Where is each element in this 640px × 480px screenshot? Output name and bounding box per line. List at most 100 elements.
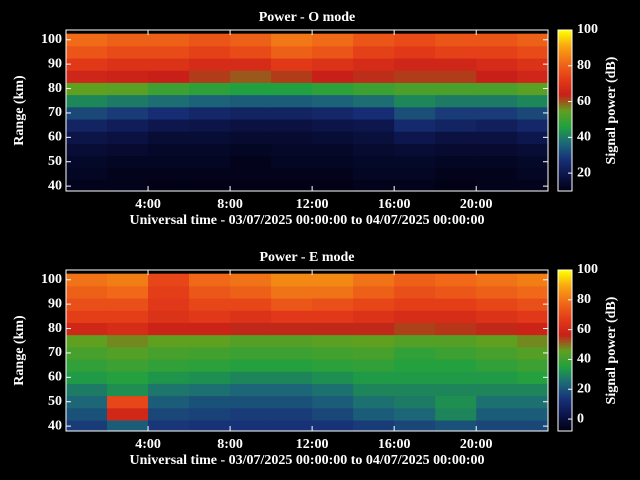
colorbar-swatch xyxy=(558,172,572,176)
heat-cell xyxy=(107,407,149,421)
heat-cell xyxy=(476,106,518,120)
heat-cell xyxy=(189,420,231,431)
heat-cell xyxy=(353,155,395,169)
colorbar-swatch xyxy=(558,186,572,190)
heat-cell xyxy=(476,167,518,181)
colorbar-swatch xyxy=(558,56,572,59)
heat-cell xyxy=(394,310,436,323)
heat-cell xyxy=(148,285,190,299)
colorbar-swatch xyxy=(558,176,572,180)
heat-cell xyxy=(435,106,477,120)
colorbar-swatch xyxy=(558,106,572,109)
colorbar-swatch xyxy=(558,270,572,273)
chart-title: Power - E mode xyxy=(260,250,355,265)
colorbar-swatch xyxy=(558,90,572,93)
heat-cell xyxy=(312,167,354,181)
heat-cell xyxy=(476,70,518,83)
heat-cell xyxy=(148,131,190,144)
heat-cell xyxy=(476,359,518,372)
heat-cell xyxy=(312,58,354,71)
colorbar-swatch xyxy=(558,72,572,75)
heat-cell xyxy=(312,180,354,191)
heat-cell xyxy=(271,131,313,144)
heat-cell xyxy=(394,33,436,47)
heat-cell xyxy=(353,346,395,360)
heat-cell xyxy=(394,45,436,59)
heat-cell xyxy=(353,310,395,323)
heat-cell xyxy=(189,310,231,323)
colorbar-swatch xyxy=(558,80,572,83)
colorbar-swatch xyxy=(558,50,572,53)
colorbar-swatch xyxy=(558,142,572,146)
heat-cell xyxy=(312,143,354,157)
colorbar-frame xyxy=(557,29,573,192)
heat-cell xyxy=(435,94,477,108)
heat-cell xyxy=(189,180,231,191)
heat-cell xyxy=(517,180,548,191)
colorbar-swatch xyxy=(558,398,572,402)
heat-cell xyxy=(66,298,108,311)
colorbar-swatch xyxy=(558,42,572,45)
heat-cell xyxy=(394,167,436,181)
colorbar-swatch xyxy=(558,178,572,182)
heat-cell xyxy=(435,155,477,169)
heat-cell xyxy=(394,94,436,108)
heat-cell xyxy=(312,94,354,108)
heat-cell xyxy=(107,285,149,299)
colorbar-swatch xyxy=(558,346,572,349)
heat-cell xyxy=(271,298,313,311)
colorbar-swatch xyxy=(558,116,572,120)
colorbar-swatch xyxy=(558,338,572,341)
colorbar-tick-label: 80 xyxy=(577,58,591,73)
heat-cell xyxy=(107,82,149,96)
heat-cell xyxy=(189,167,231,181)
colorbar-swatch xyxy=(558,184,572,188)
heat-cell xyxy=(230,82,272,96)
heat-cell xyxy=(189,273,231,287)
heat-cell xyxy=(435,383,477,397)
heat-cell xyxy=(66,334,108,348)
plot-frame xyxy=(65,269,549,432)
colorbar-swatch xyxy=(558,412,572,416)
colorbar-swatch xyxy=(558,60,572,63)
heat-cell xyxy=(107,33,149,47)
heat-cell xyxy=(353,285,395,299)
heat-cell xyxy=(66,106,108,120)
heat-cell xyxy=(66,420,108,431)
heat-cell xyxy=(476,131,518,144)
heat-cell xyxy=(107,167,149,181)
heat-cell xyxy=(312,383,354,397)
heat-cell xyxy=(435,346,477,360)
heat-cell xyxy=(189,298,231,311)
colorbar-swatch xyxy=(558,406,572,410)
heat-cell xyxy=(435,420,477,431)
heat-cell xyxy=(312,407,354,421)
heat-cell xyxy=(230,420,272,431)
heat-cell xyxy=(148,407,190,421)
colorbar-swatch xyxy=(558,52,572,55)
colorbar-swatch xyxy=(558,286,572,289)
colorbar-swatch xyxy=(558,328,572,331)
y-tick-label: 50 xyxy=(48,394,62,409)
colorbar-swatch xyxy=(558,298,572,301)
heat-cell xyxy=(435,58,477,71)
heat-cell xyxy=(189,346,231,360)
colorbar-swatch xyxy=(558,82,572,85)
colorbar-swatch xyxy=(558,108,572,111)
colorbar-swatch xyxy=(558,394,572,398)
heat-cell xyxy=(66,131,108,144)
colorbar-swatch xyxy=(558,392,572,396)
heat-cell xyxy=(312,322,354,336)
colorbar-swatch xyxy=(558,292,572,295)
heat-cell xyxy=(394,395,436,409)
colorbar-swatch xyxy=(558,126,572,130)
colorbar-swatch xyxy=(558,358,572,362)
colorbar-swatch xyxy=(558,110,572,114)
heat-cell xyxy=(107,70,149,83)
colorbar-swatch xyxy=(558,130,572,134)
heat-cell xyxy=(353,33,395,47)
heat-cell xyxy=(148,298,190,311)
colorbar-swatch xyxy=(558,64,572,67)
heat-cell xyxy=(189,383,231,397)
heat-cell xyxy=(148,322,190,336)
